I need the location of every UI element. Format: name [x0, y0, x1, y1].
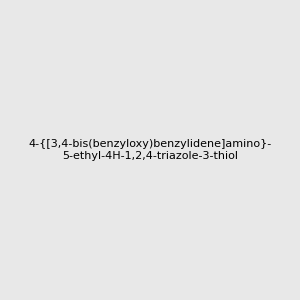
Text: 4-{[3,4-bis(benzyloxy)benzylidene]amino}-
5-ethyl-4H-1,2,4-triazole-3-thiol: 4-{[3,4-bis(benzyloxy)benzylidene]amino}… — [28, 139, 272, 161]
